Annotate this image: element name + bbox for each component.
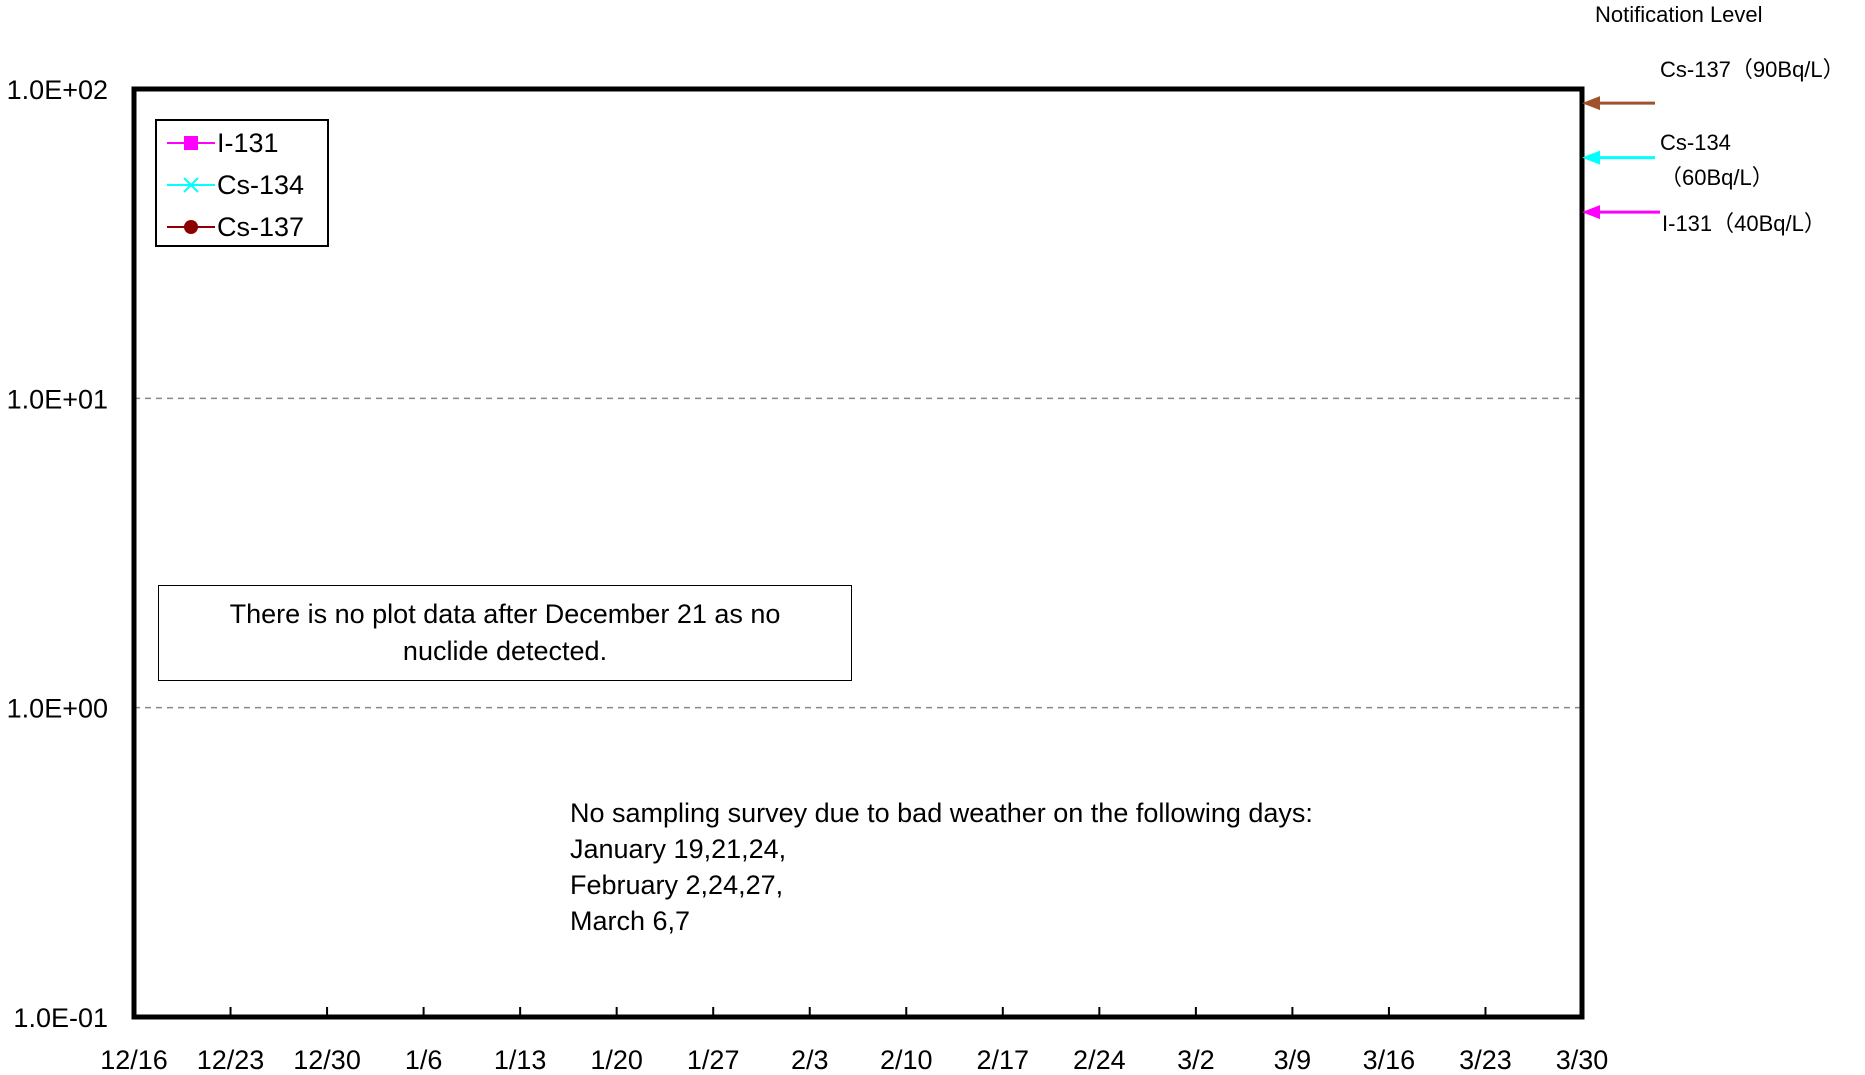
x-tick-label: 3/2 <box>1177 1045 1215 1075</box>
x-tick-label: 12/16 <box>100 1045 168 1075</box>
y-tick-label: 1.0E+01 <box>7 384 108 414</box>
legend-marker-circle-icon <box>167 220 215 234</box>
legend-item-i131: I-131 <box>167 123 279 163</box>
x-tick-label: 2/3 <box>791 1045 829 1075</box>
x-tick-label: 1/20 <box>590 1045 643 1075</box>
notification-label-i131: I-131（40Bq/L） <box>1662 211 1826 236</box>
x-tick-label: 3/23 <box>1459 1045 1512 1075</box>
notification-arrowhead-icon <box>1582 96 1600 111</box>
plot-frame <box>131 86 1585 1020</box>
y-tick-label: 1.0E+00 <box>7 694 108 724</box>
y-tick-label: 1.0E-01 <box>13 1003 108 1033</box>
x-tick-label: 2/10 <box>880 1045 933 1075</box>
no-data-note: There is no plot data after December 21 … <box>158 585 852 681</box>
x-tick-label: 12/23 <box>197 1045 265 1075</box>
legend-item-cs137: Cs-137 <box>167 207 304 247</box>
legend-label: Cs-137 <box>217 211 305 242</box>
weather-note: No sampling survey due to bad weather on… <box>570 795 1313 939</box>
x-tick-label: 2/17 <box>977 1045 1030 1075</box>
legend-item-cs134: Cs-134 <box>167 165 304 205</box>
weather-note-line: No sampling survey due to bad weather on… <box>570 798 1313 828</box>
x-tick-label: 3/16 <box>1363 1045 1416 1075</box>
notification-label-cs134-value: （60Bq/L） <box>1660 165 1774 190</box>
y-tick-label: 1.0E+02 <box>7 75 108 105</box>
x-tick-label: 1/6 <box>405 1045 443 1075</box>
notification-level-title: Notification Level <box>1595 2 1763 27</box>
weather-note-line: March 6,7 <box>570 906 691 936</box>
x-tick-label: 1/13 <box>494 1045 547 1075</box>
x-tick-label: 1/27 <box>687 1045 740 1075</box>
chart-legend: I-131 Cs-134 Cs-137 <box>155 119 329 247</box>
x-tick-label: 3/9 <box>1274 1045 1312 1075</box>
legend-marker-x-icon <box>167 177 215 193</box>
notification-arrowhead-icon <box>1582 205 1600 220</box>
legend-label: I-131 <box>217 127 279 158</box>
notification-arrowhead-icon <box>1582 150 1600 165</box>
no-data-note-text: There is no plot data after December 21 … <box>229 599 781 666</box>
weather-note-line: January 19,21,24, <box>570 834 787 864</box>
legend-marker-square-icon <box>167 136 215 150</box>
legend-label: Cs-134 <box>217 169 305 200</box>
notification-label-cs134-name: Cs-134 <box>1660 130 1731 155</box>
weather-note-line: February 2,24,27, <box>570 870 784 900</box>
notification-label-cs137: Cs-137（90Bq/L） <box>1660 57 1845 82</box>
x-tick-label: 12/30 <box>293 1045 361 1075</box>
x-tick-label: 3/30 <box>1556 1045 1609 1075</box>
x-tick-label: 2/24 <box>1073 1045 1126 1075</box>
